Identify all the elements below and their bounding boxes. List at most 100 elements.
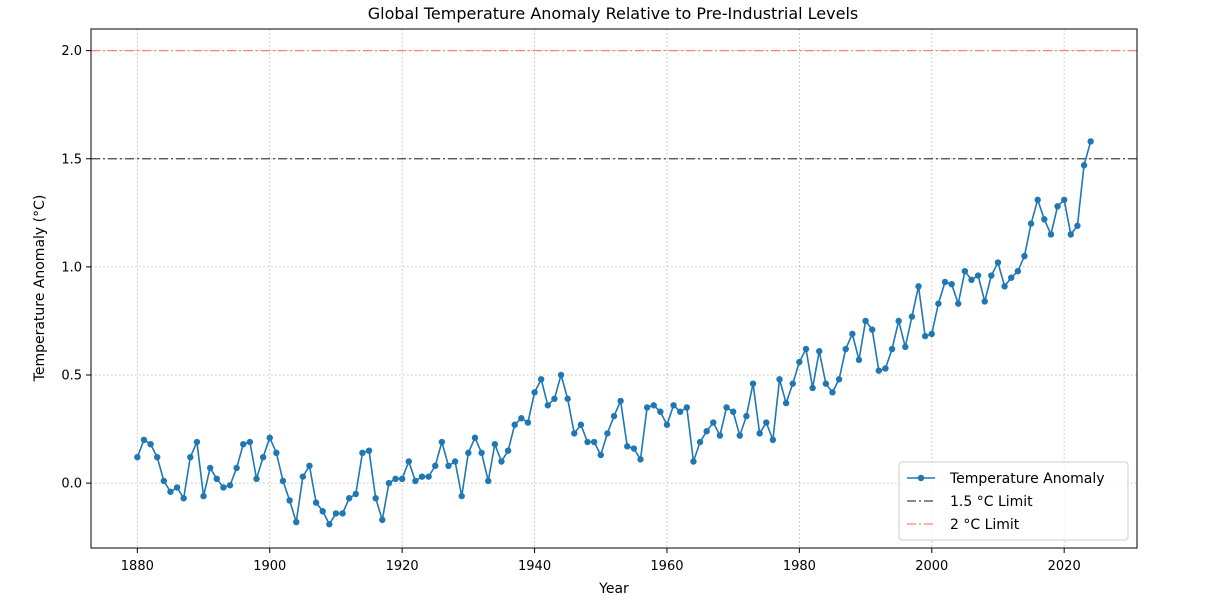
data-point bbox=[233, 464, 240, 472]
data-point bbox=[485, 477, 492, 485]
data-point bbox=[319, 508, 326, 515]
data-point bbox=[511, 421, 518, 428]
reference-lines bbox=[91, 49, 1137, 160]
data-point bbox=[776, 376, 783, 383]
data-point bbox=[193, 438, 201, 446]
data-point bbox=[1014, 268, 1022, 275]
data-point bbox=[173, 484, 181, 491]
data-point bbox=[928, 330, 935, 338]
data-point bbox=[577, 421, 585, 428]
data-series bbox=[134, 138, 1094, 528]
data-point bbox=[425, 473, 432, 480]
data-point bbox=[564, 395, 571, 402]
data-point bbox=[935, 300, 942, 307]
data-point bbox=[1074, 222, 1081, 229]
data-point bbox=[597, 451, 604, 459]
data-point bbox=[729, 408, 737, 415]
data-point bbox=[498, 458, 505, 465]
x-tick-label: 1900 bbox=[253, 559, 286, 574]
data-point bbox=[915, 283, 922, 290]
data-point bbox=[365, 447, 373, 454]
plot-frame bbox=[90, 28, 1138, 549]
x-tick-label: 1980 bbox=[783, 559, 816, 574]
data-point bbox=[379, 516, 386, 524]
data-point bbox=[855, 356, 863, 364]
data-point bbox=[240, 441, 247, 448]
data-point bbox=[557, 371, 565, 379]
data-point bbox=[478, 449, 485, 457]
data-point bbox=[458, 492, 465, 500]
y-tick-label: 1.0 bbox=[61, 260, 82, 275]
data-point bbox=[895, 317, 902, 325]
data-point bbox=[981, 298, 988, 305]
data-point bbox=[868, 326, 876, 333]
data-point bbox=[716, 432, 724, 439]
data-point bbox=[392, 475, 399, 482]
data-point bbox=[1001, 283, 1008, 290]
data-point bbox=[763, 419, 770, 426]
data-point bbox=[398, 475, 406, 482]
data-point bbox=[875, 367, 883, 374]
data-point bbox=[571, 430, 578, 437]
data-point bbox=[537, 376, 545, 383]
y-axis-ticks: 0.0 0.5 1.0 1.5 2.0 bbox=[61, 44, 91, 492]
legend-box bbox=[898, 461, 1129, 541]
legend-entry-label: 1.5 °C Limit bbox=[950, 494, 1033, 510]
data-point bbox=[339, 510, 346, 517]
data-point bbox=[1027, 220, 1035, 227]
data-point bbox=[286, 497, 293, 504]
data-point bbox=[955, 300, 962, 307]
data-point bbox=[385, 479, 393, 487]
data-point bbox=[345, 495, 353, 502]
data-point bbox=[279, 477, 287, 485]
data-point bbox=[551, 395, 558, 402]
data-point bbox=[524, 419, 532, 426]
data-point bbox=[226, 482, 234, 489]
data-point bbox=[1021, 252, 1028, 260]
data-point bbox=[531, 389, 538, 396]
data-point bbox=[617, 397, 624, 405]
data-point bbox=[504, 447, 512, 454]
y-tick-label: 2.0 bbox=[61, 44, 82, 59]
data-point bbox=[782, 399, 790, 407]
x-tick-label: 2000 bbox=[915, 559, 948, 574]
data-point bbox=[1034, 196, 1041, 204]
data-point bbox=[372, 495, 379, 502]
data-point bbox=[253, 475, 260, 482]
data-point bbox=[677, 408, 684, 415]
data-point bbox=[624, 443, 631, 450]
data-point bbox=[908, 313, 916, 320]
data-point bbox=[849, 330, 856, 338]
data-point bbox=[789, 380, 796, 387]
data-point bbox=[306, 462, 313, 470]
data-point bbox=[200, 492, 207, 500]
data-point bbox=[220, 484, 227, 491]
data-point bbox=[432, 462, 439, 470]
data-point bbox=[299, 473, 307, 480]
data-point bbox=[1047, 231, 1055, 238]
data-point bbox=[518, 415, 525, 422]
data-point bbox=[326, 521, 333, 528]
data-point bbox=[769, 436, 777, 444]
data-point bbox=[154, 453, 161, 461]
data-point bbox=[882, 365, 889, 372]
legend-entry-label: Temperature Anomaly bbox=[949, 471, 1105, 487]
data-point bbox=[994, 259, 1002, 266]
x-tick-label: 1960 bbox=[650, 559, 683, 574]
data-point bbox=[816, 348, 823, 355]
data-point bbox=[988, 272, 995, 279]
data-point bbox=[465, 449, 472, 457]
data-point bbox=[1087, 138, 1094, 145]
data-point bbox=[412, 477, 419, 485]
data-point bbox=[266, 434, 273, 441]
data-point bbox=[835, 376, 843, 383]
data-point bbox=[259, 453, 267, 461]
x-axis-ticks: 1880 1900 1920 1940 1960 1980 2000 2020 bbox=[121, 548, 1081, 574]
data-point bbox=[829, 389, 836, 396]
data-point bbox=[974, 272, 982, 279]
data-point bbox=[809, 384, 816, 392]
data-point bbox=[293, 518, 300, 526]
data-point bbox=[584, 438, 591, 446]
y-axis-label: Temperature Anomaly (°C) bbox=[32, 195, 48, 383]
